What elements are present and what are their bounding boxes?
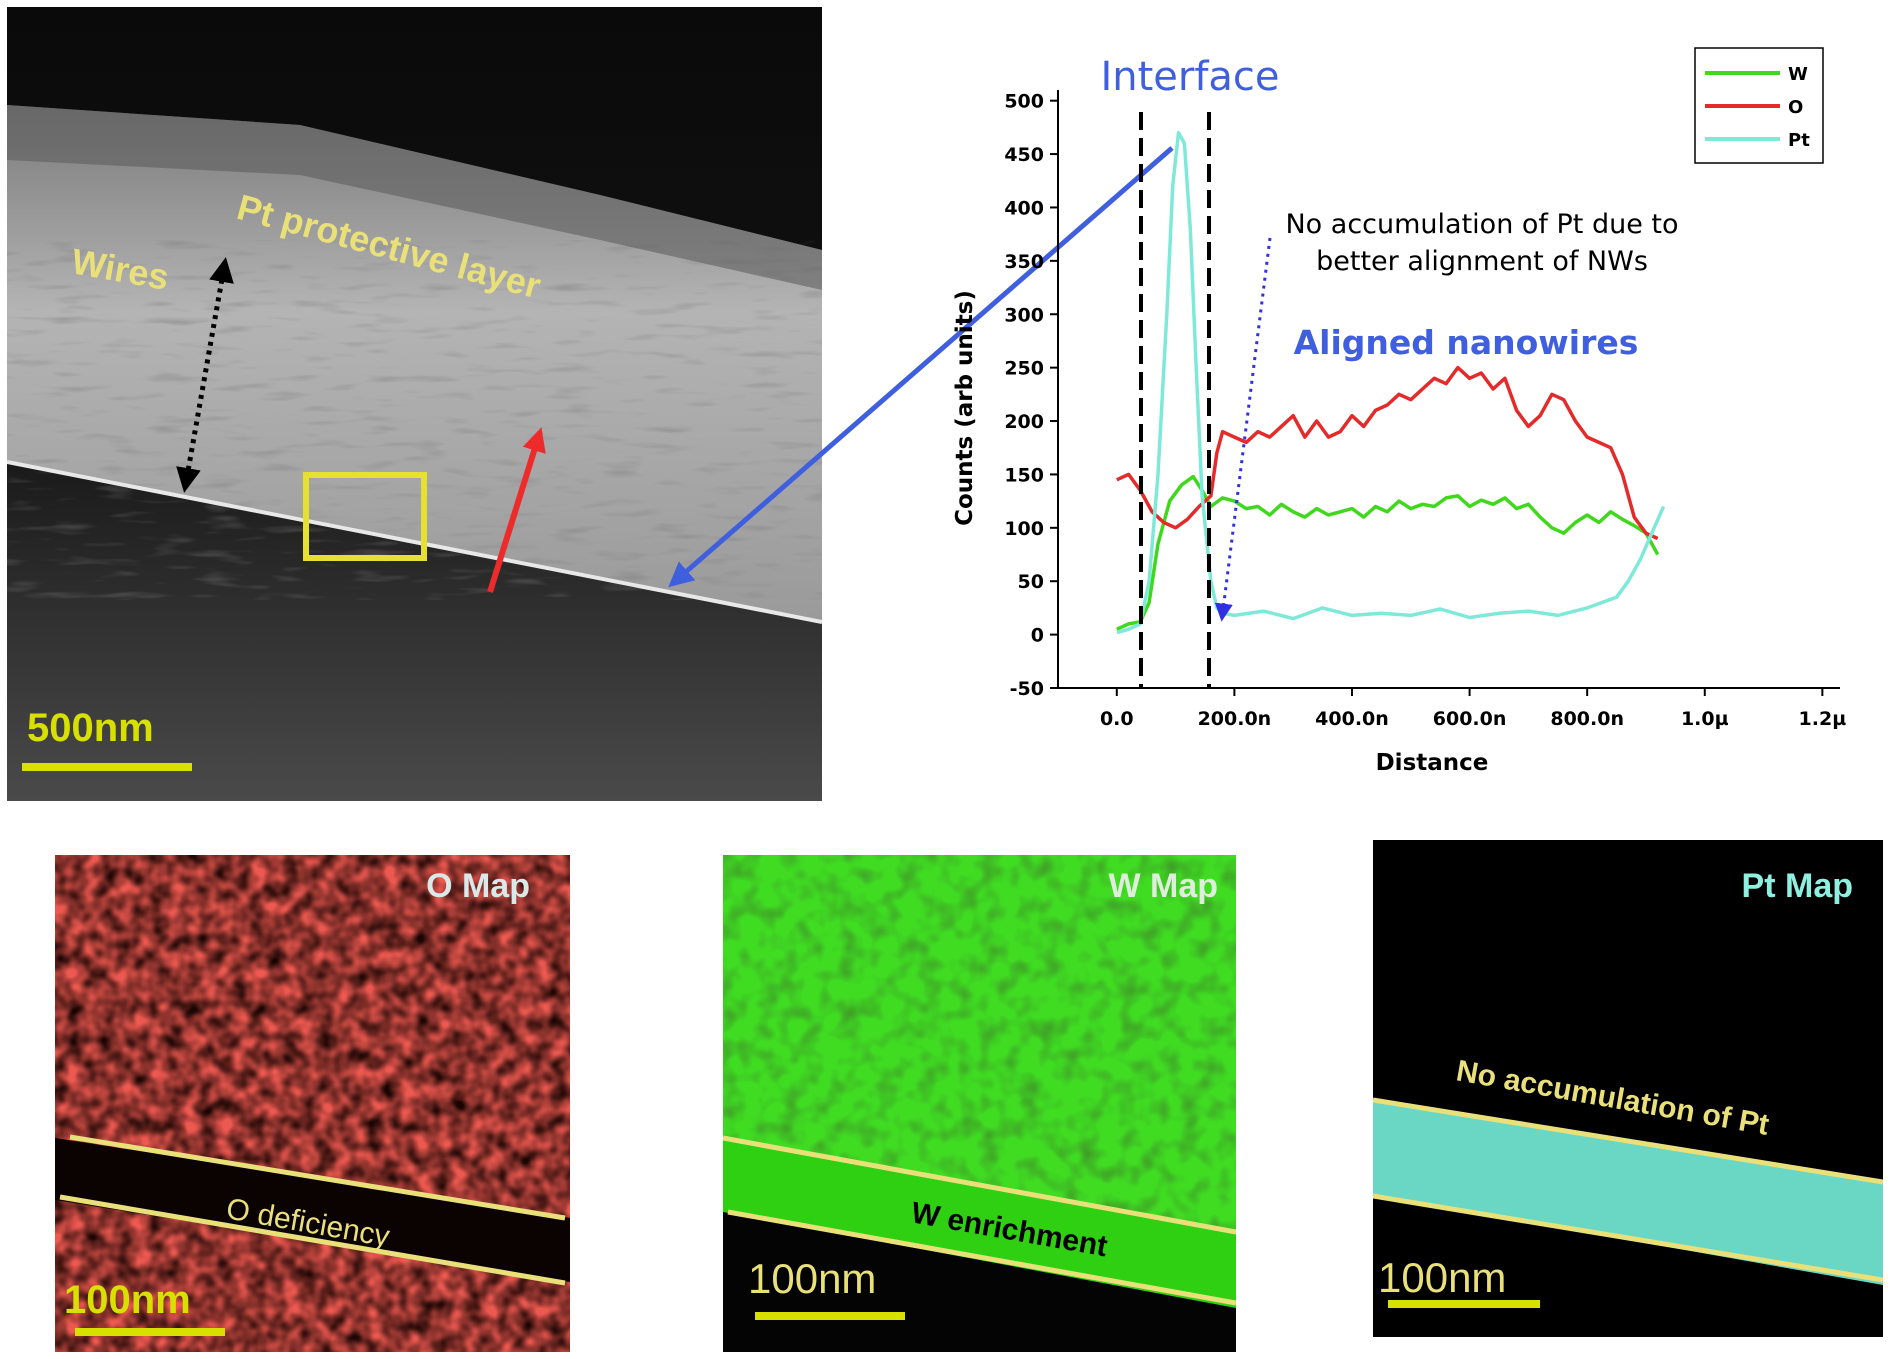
y-tick-label-0: -50 [1010, 678, 1044, 700]
series-line-w [1116, 474, 1660, 631]
o-scale-label: 100nm [64, 1278, 191, 1322]
interface-label: Interface [1100, 54, 1279, 100]
sem-scale-label: 500nm [27, 706, 154, 750]
sem-scale-bar [22, 763, 192, 771]
x-tick-label-2: 400.0n [1315, 708, 1389, 730]
sem-substrate [7, 462, 822, 801]
w-enrichment-band [723, 1140, 1236, 1308]
y-ticks: -50 0 50 100 150 200 250 300 350 400 450 500 [1004, 91, 1058, 700]
o-band-line-top [69, 1134, 566, 1221]
legend-label-o: O [1788, 97, 1803, 118]
o-scale-bar [75, 1328, 225, 1336]
w-map-panel: W Map W enrichment 100nm [723, 855, 1236, 1352]
pt-scale-bar [1388, 1300, 1540, 1308]
legend: WO Pt [1694, 47, 1824, 164]
y-tick-label-4: 150 [1004, 464, 1044, 486]
selection-box [303, 472, 427, 561]
x-tick-label-3: 600.0n [1433, 708, 1507, 730]
w-band-line-top [723, 1135, 1236, 1235]
series-line-o [1116, 365, 1659, 541]
w-scale-bar [755, 1312, 905, 1320]
y-axis-label: Counts (arb units) [952, 290, 978, 526]
w-map-title: W Map [1108, 867, 1218, 905]
interface-arrow [668, 146, 1174, 588]
y-tick-label-10: 450 [1004, 144, 1044, 166]
legend-items: WO Pt [1705, 64, 1810, 151]
x-tick-label-6: 1.2µ [1799, 708, 1847, 730]
y-tick-label-9: 400 [1004, 197, 1044, 219]
y-tick-label-7: 300 [1004, 304, 1044, 326]
y-tick-label-5: 200 [1004, 411, 1044, 433]
pt-map-title: Pt Map [1742, 867, 1853, 905]
y-tick-label-1: 0 [1031, 625, 1044, 647]
no-accumulation-note-line1: No accumulation of Pt due to [1285, 209, 1678, 240]
y-tick-label-6: 250 [1004, 358, 1044, 380]
double-arrow [176, 257, 234, 493]
o-deficiency-band [55, 1138, 570, 1282]
no-accumulation-note-line2: better alignment of NWs [1316, 246, 1648, 277]
x-ticks: 0.0 200.0n 400.0n 600.0n 800.0n 1.0µ 1.2µ [1100, 688, 1846, 730]
red-arrow [487, 427, 546, 593]
x-tick-label-4: 800.0n [1550, 708, 1624, 730]
y-tick-label-2: 50 [1018, 571, 1044, 593]
series-line-pt [1116, 130, 1666, 635]
no-accumulation-arrow [1214, 237, 1272, 622]
legend-label-pt: Pt [1788, 130, 1810, 151]
x-tick-label-0: 0.0 [1100, 708, 1134, 730]
sem-panel: Wires Pt protective layer 500nm [7, 7, 822, 801]
x-tick-label-1: 200.0n [1198, 708, 1272, 730]
x-tick-label-5: 1.0µ [1681, 708, 1729, 730]
o-band-line-bottom [59, 1194, 566, 1286]
pt-band-line-top [1373, 1097, 1883, 1185]
pt-map-panel: Pt Map No accumulation of Pt 100nm [1373, 840, 1883, 1337]
o-map-title: O Map [426, 867, 530, 905]
pt-scale-label: 100nm [1378, 1254, 1506, 1301]
w-band-line-bottom [727, 1209, 1236, 1306]
sem-interface-line [7, 460, 822, 624]
x-axis-label: Distance [1376, 750, 1489, 776]
w-scale-label: 100nm [748, 1255, 876, 1302]
sem-pt-layer [7, 105, 822, 290]
o-map-panel: O Map O deficiency 100nm [55, 855, 570, 1352]
series-lines [1116, 130, 1666, 635]
legend-label-w: W [1788, 64, 1808, 85]
aligned-nanowires-label: Aligned nanowires [1294, 323, 1639, 362]
eds-line-profile-chart: -50 0 50 100 150 200 250 300 350 400 450 500 0.0 200… [952, 47, 1846, 776]
y-tick-label-8: 350 [1004, 251, 1044, 273]
y-tick-label-11: 500 [1004, 91, 1044, 113]
pt-band [1373, 1100, 1883, 1285]
y-tick-label-3: 100 [1004, 518, 1044, 540]
pt-band-line-bottom [1373, 1193, 1883, 1283]
